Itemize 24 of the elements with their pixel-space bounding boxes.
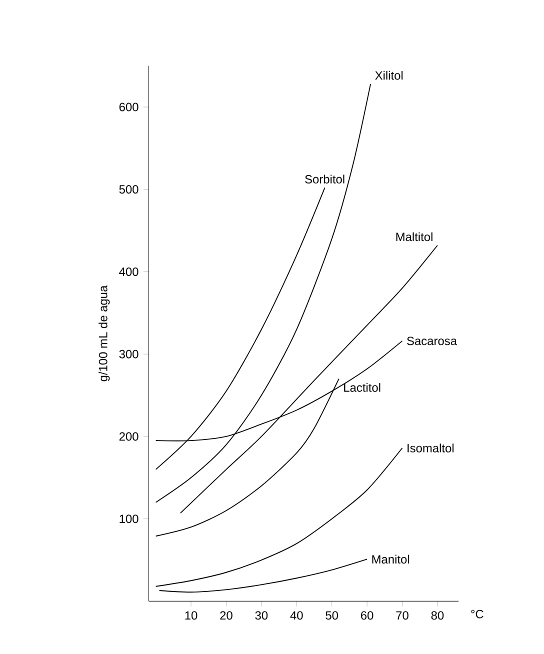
series-label: Maltitol <box>396 232 432 242</box>
x-tick-label: 10 <box>185 611 198 620</box>
y-axis-title: g/100 mL de agua <box>98 285 110 382</box>
y-tick-label: 400 <box>119 268 138 276</box>
series-label: Lactitol <box>344 383 380 392</box>
y-tick-label: 500 <box>119 185 138 194</box>
y-tick-label: 600 <box>119 102 138 112</box>
x-tick-label: 30 <box>255 611 268 620</box>
x-tick-label: 40 <box>290 611 303 620</box>
series-label: Xilitol <box>375 70 403 80</box>
series-label: Manitol <box>372 554 410 564</box>
line-series <box>158 558 368 593</box>
series-label: Sorbitol <box>305 174 344 184</box>
x-tick-label: 50 <box>326 611 338 620</box>
y-tick-label: 100 <box>120 514 138 524</box>
y-tick-label: 300 <box>119 350 138 358</box>
x-tick-label: 60 <box>361 611 374 620</box>
x-tick-label: 80 <box>431 611 444 620</box>
series-label: Sacarosa <box>407 336 458 346</box>
x-axis-title: °C <box>471 610 484 618</box>
x-tick-label: 20 <box>220 611 232 620</box>
series-label: Isomaltol <box>408 444 454 452</box>
x-tick-label: 70 <box>396 611 408 620</box>
y-tick-label: 200 <box>119 432 138 441</box>
